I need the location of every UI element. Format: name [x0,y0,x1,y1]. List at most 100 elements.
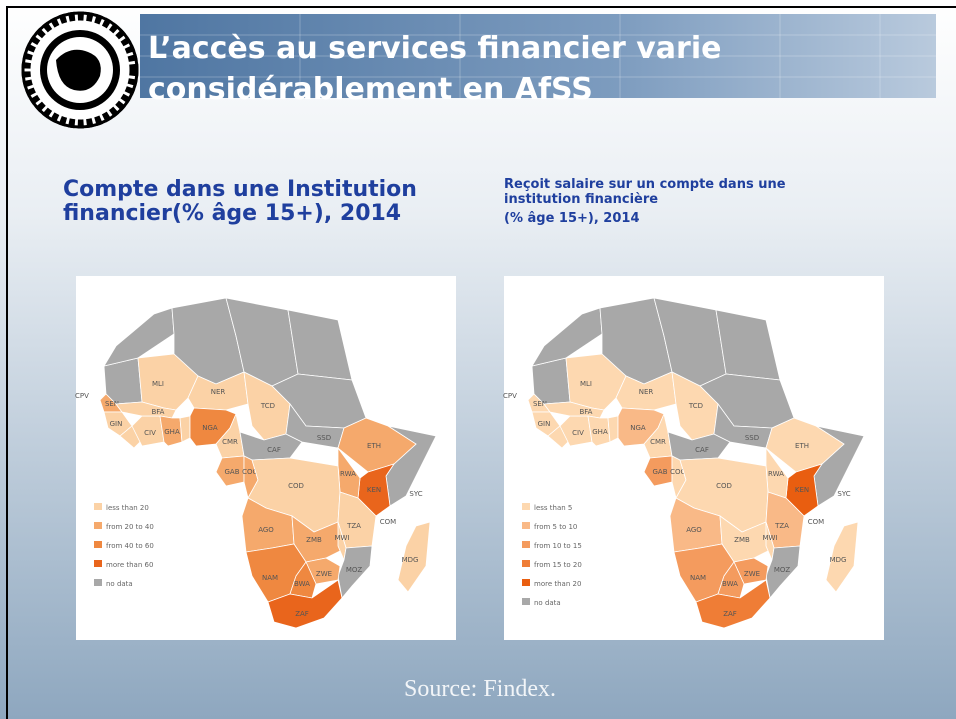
legend-label: no data [534,599,561,607]
country-label: COM [380,518,396,526]
country-label: COG [242,468,258,476]
country-label: CIV [572,429,584,437]
country-label: GAB [652,468,667,476]
legend-label: less than 20 [106,504,149,512]
country-label: BWA [722,580,738,588]
country [337,545,373,599]
country-label: MLI [152,380,164,388]
country [607,415,619,443]
country-label: SYC [409,490,422,498]
legend-label: from 10 to 15 [534,542,582,550]
map: MLI NER TCD SEN GIN CIV BFA GHA NGA CMR CAF SSD ETH K… [503,297,865,629]
legend-swatch [522,560,530,567]
country-label: ETH [367,442,381,450]
country-label: GHA [164,428,180,436]
country-label: TCD [688,402,703,410]
country-label: COM [808,518,824,526]
country-label: GIN [538,420,551,428]
country-label: GAB [224,468,239,476]
country-label: CPV [503,392,517,400]
country-label: CAF [695,446,709,454]
country-label: SYC [837,490,850,498]
country-label: MWI [334,534,349,542]
legend-swatch [522,579,530,586]
legend-swatch [522,522,530,529]
country-label: COD [288,482,304,490]
country-label: CAF [267,446,281,454]
legend-swatch [94,522,102,529]
country-label: AGO [686,526,702,534]
country-label: CMR [650,438,666,446]
country [179,415,191,443]
country-label: NAM [690,574,706,582]
country [765,417,845,473]
frame [6,6,956,719]
country-label: SEN [533,400,547,408]
banner [140,14,936,98]
country-label: SEN [105,400,119,408]
country-label: KEN [795,486,809,494]
country-label: MDG [830,556,847,564]
country [397,521,431,593]
map-title: institution financière [504,192,658,207]
country-label: GIN [110,420,123,428]
legend-label: from 20 to 40 [106,523,154,531]
country-label: MDG [402,556,419,564]
legend-swatch [94,579,102,586]
legend-swatch [522,541,530,548]
country-label: NAM [262,574,278,582]
map-title: financier(% âge 15+), 2014 [63,201,401,226]
legend-label: from 15 to 20 [534,561,582,569]
country-label: ZWE [744,570,760,578]
legend-swatch [94,560,102,567]
legend-label: no data [106,580,133,588]
country-label: RWA [340,470,356,478]
country-label: KEN [367,486,381,494]
country [825,521,859,593]
country-label: ZWE [316,570,332,578]
country-label: MOZ [346,566,363,574]
legend-label: less than 5 [534,504,572,512]
country-label: RWA [768,470,784,478]
country [267,579,343,629]
country-label: COD [716,482,732,490]
legend-label: from 40 to 60 [106,542,154,550]
legend-swatch [522,598,530,605]
country-label: CPV [75,392,89,400]
map: MLI NER TCD SEN GIN CIV BFA GHA NGA CMR CAF SSD ETH K… [75,297,437,629]
country [187,371,249,411]
country-label: SSD [745,434,759,442]
legend-swatch [94,541,102,548]
country-label: NER [639,388,654,396]
country-label: AGO [258,526,274,534]
legend-label: from 5 to 10 [534,523,577,531]
country-label: ZAF [723,610,737,618]
country-label: NER [211,388,226,396]
country-label: BFA [152,408,165,416]
country-label: GHA [592,428,608,436]
country-label: TCD [260,402,275,410]
country [717,561,745,599]
title-line: L’accès au services financier varie [148,31,721,66]
country-label: TZA [774,522,789,530]
country-label: CIV [144,429,156,437]
legend-swatch [522,503,530,510]
country-label: MOZ [774,566,791,574]
legend-swatch [94,503,102,510]
legend-label: more than 60 [106,561,153,569]
legend-label: more than 20 [534,580,581,588]
country-label: NGA [630,424,646,432]
map-title: Compte dans une Institution [63,177,417,202]
country-label: SSD [317,434,331,442]
country-label: MWI [762,534,777,542]
country-label: BWA [294,580,310,588]
country-label: ZMB [306,536,322,544]
country-label: ETH [795,442,809,450]
country-label: ZAF [295,610,309,618]
country-label: TZA [346,522,361,530]
map-title: (% âge 15+), 2014 [504,211,639,226]
country-label: BFA [580,408,593,416]
country [337,417,417,473]
country-label: NGA [202,424,218,432]
